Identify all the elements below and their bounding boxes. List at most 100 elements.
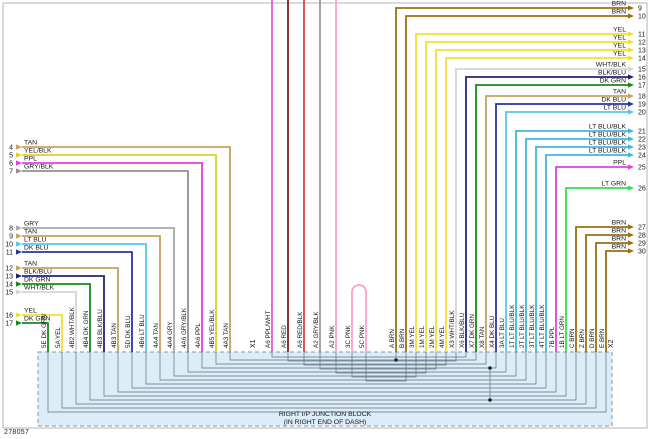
wire-continuation-arrow-icon (628, 74, 634, 80)
right-wire-pin-28: 28 BRN Z BRN (579, 228, 646, 352)
pin-number: 27 (638, 225, 646, 232)
junction-dot-0 (394, 358, 398, 362)
left-wire-pin-14: 14 DK GRN 4B4 DK GRN (5, 277, 91, 352)
wire-line (545, 154, 628, 352)
junction-block-title-line1: RIGHT I/P JUNCTION BLOCK (279, 411, 372, 418)
wire-line (351, 284, 367, 352)
block-link-14 (271, 352, 467, 358)
hairpin-loop-pnk: 3C PNK 5C PNK (345, 284, 367, 352)
wire-cavity-label: B BRN (399, 328, 406, 348)
wire-continuation-arrow-icon (628, 232, 634, 238)
left-wire-pin-4: 4 TAN 4A3 TAN (9, 140, 231, 352)
pin-number: 22 (638, 137, 646, 144)
wire-line (555, 166, 628, 352)
wire-color-label: YEL/BLK (24, 148, 52, 155)
wire-line (22, 243, 147, 352)
junction-dot-1 (488, 366, 492, 370)
wire-cavity-label: 7B PPL (549, 326, 556, 348)
wire-continuation-arrow-icon (628, 82, 634, 88)
wire-line (22, 170, 189, 352)
figure-number: 278057 (4, 429, 30, 436)
wire-line (22, 251, 133, 352)
wire-cavity-label: 3A LT BLU (499, 318, 506, 348)
left-wire-pin-7: 7 GRY/BLK 4A6 GRY/BLK (9, 164, 189, 352)
wire-continuation-arrow-icon (628, 66, 634, 72)
wire-cavity-label: 4B6 LT BLU (139, 314, 146, 348)
top-wire-a6-ppl-wht: A6 PPL/WHT (265, 0, 273, 352)
wire-color-label: YEL (24, 308, 37, 315)
wire-line (22, 283, 91, 352)
block-link-3 (89, 352, 577, 401)
wire-continuation-arrow-icon (628, 47, 634, 53)
wire-cavity-label: A6 RED/BLK (297, 311, 304, 348)
wire-color-label: DK BLU (601, 97, 626, 104)
wire-color-label: YEL (613, 27, 626, 34)
wire-cavity-label: 5E DK GRN (41, 314, 48, 348)
wire-line (22, 146, 231, 352)
left-wire-pin-9: 9 TAN 4A4 TAN (9, 229, 161, 352)
wire-color-label: YEL (613, 43, 626, 50)
pin-number: 6 (9, 161, 13, 168)
wire-continuation-arrow-icon (16, 320, 22, 326)
frame (2, 2, 648, 429)
wire-cavity-label: 4A4 GRY (167, 321, 174, 348)
block-link-12 (215, 352, 487, 365)
wire-cavity-label: 4A6 GRY/BLK (181, 307, 188, 348)
wire-cavity-label: 4B3 TAN (111, 323, 118, 348)
left-wire-pin-16: 16 YEL 5A YEL (5, 308, 63, 352)
pin-number: 21 (638, 129, 646, 136)
left-wire-pin-15: 15 WHT/BLK 4B2 WHT/BLK (5, 285, 77, 352)
wire-color-label: BRN (612, 1, 626, 8)
wire-cavity-label: 3T LT BLU/BLK (529, 304, 536, 348)
wire-continuation-arrow-icon (628, 109, 634, 115)
wire-continuation-arrow-icon (628, 248, 634, 254)
left-wire-pin-11: 11 DK BLU 5D DK BLU (6, 245, 133, 352)
top-wire-a6-red: A6 RED (281, 0, 289, 352)
wire-cavity-label: 2T LT BLU/BLK (519, 304, 526, 348)
wire-line (435, 49, 628, 352)
block-link-19 (351, 352, 417, 378)
wire-color-label: DK GRN (24, 316, 51, 323)
pin-number: 5 (9, 153, 13, 160)
right-wire-pin-16: 16 BLK/BLU X6 BLK/BLU (459, 70, 646, 352)
pin-number: 4 (9, 145, 13, 152)
wire-line (495, 103, 628, 352)
wire-line (455, 68, 628, 352)
wire-color-label: LT BLU/BLK (589, 132, 627, 139)
top-wire-a2-gry-blk: A2 GRY/BLK (313, 0, 321, 352)
wire-color-label: YEL (613, 51, 626, 58)
wire-continuation-arrow-icon (16, 233, 22, 239)
pin-number: 9 (9, 234, 13, 241)
wire-cavity-label: 5A YEL (55, 327, 62, 348)
right-wire-pin-22: 22 LT BLU/BLK 2T LT BLU/BLK (519, 132, 646, 352)
wire-cavity-label: 4A4 TAN (153, 323, 160, 348)
wire-cavity-label: 5D DK BLU (125, 315, 132, 348)
wire-cavity-label: 4A3 TAN (223, 323, 230, 348)
wire-cavity-label: 1T LT BLU/BLK (509, 304, 516, 348)
wire-continuation-arrow-icon (16, 241, 22, 247)
wire-cavity-label: 3M YEL (409, 325, 416, 348)
wire-cavity-label: 5C PNK (359, 324, 366, 348)
wire-cavity-label: X4 DK BLU (489, 315, 496, 348)
wire-color-label: PPL (24, 156, 37, 163)
block-link-17 (319, 352, 437, 370)
pin-number: 14 (5, 282, 13, 289)
wire-color-label: TAN (613, 89, 626, 96)
right-wire-pin-9: 9 BRN A BRN (389, 1, 642, 352)
left-wire-pin-12: 12 TAN 4B3 TAN (5, 261, 119, 352)
pin-number: 13 (638, 48, 646, 55)
wire-line (445, 57, 628, 352)
junction-block-title-line2: (IN RIGHT END OF DASH) (284, 419, 367, 426)
wire-cavity-label: 4M YEL (439, 325, 446, 348)
wire-cavity-label: 1B LT GRN (559, 316, 566, 348)
wire-cavity-label: X8 TAN (479, 326, 486, 348)
wire-color-label: LT BLU (24, 237, 47, 244)
wire-continuation-arrow-icon (16, 152, 22, 158)
wire-line (415, 33, 628, 352)
right-wire-pin-15: 15 WHT/BLK X3 WHT/BLK (449, 62, 646, 352)
wire-color-label: BRN (612, 244, 626, 251)
wire-color-label: LT BLU/BLK (589, 140, 627, 147)
wire-cavity-label: 3C PNK (345, 324, 352, 348)
wire-color-label: LT GRN (602, 181, 626, 188)
